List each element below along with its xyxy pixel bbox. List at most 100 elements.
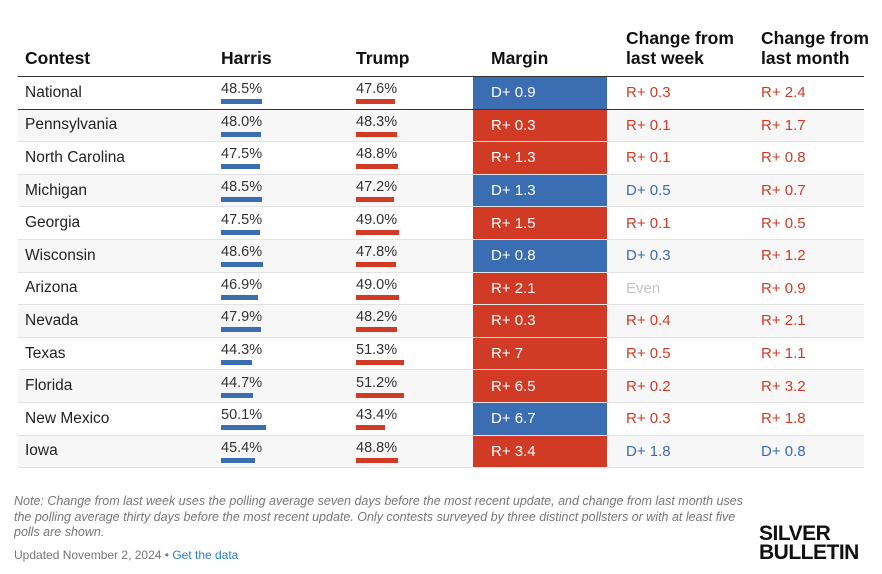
harris-cell: 50.1% xyxy=(221,403,267,435)
change-week: D+ 0.5 xyxy=(626,182,671,200)
header-change-week: Change from last week xyxy=(626,28,734,68)
contest-name: Arizona xyxy=(25,279,78,297)
trump-cell: 48.8% xyxy=(356,142,398,174)
trump-pct: 51.3% xyxy=(356,342,398,359)
trump-pct: 51.2% xyxy=(356,374,398,391)
trump-pct: 47.6% xyxy=(356,81,398,98)
trump-pct: 48.3% xyxy=(356,113,398,130)
change-month: R+ 0.5 xyxy=(761,214,806,232)
trump-pct: 48.8% xyxy=(356,146,398,163)
trump-bar xyxy=(356,294,399,300)
trump-pct: 48.8% xyxy=(356,439,398,456)
change-week: R+ 0.5 xyxy=(626,345,671,363)
change-week: R+ 0.4 xyxy=(626,312,671,330)
table-body: National 48.5% 47.6% D+ 0.9 R+ 0.3 R+ 2.4 Penn… xyxy=(18,77,864,469)
change-month: R+ 3.2 xyxy=(761,377,806,395)
harris-cell: 47.5% xyxy=(221,207,262,239)
trump-bar xyxy=(356,457,398,463)
contest-name: North Carolina xyxy=(25,148,125,166)
harris-cell: 48.6% xyxy=(221,240,263,272)
header-trump: Trump xyxy=(356,48,410,68)
trump-cell: 47.6% xyxy=(356,77,397,109)
table-row: Pennsylvania 48.0% 48.3% R+ 0.3 R+ 0.1 R+ 1.7 xyxy=(18,109,864,143)
harris-cell: 44.7% xyxy=(221,370,262,402)
logo-line-2: BULLETIN xyxy=(759,541,859,564)
harris-pct: 45.4% xyxy=(221,439,263,456)
harris-cell: 48.5% xyxy=(221,175,263,207)
header-contest: Contest xyxy=(25,48,91,68)
trump-cell: 48.8% xyxy=(356,436,398,468)
harris-pct: 48.5% xyxy=(221,81,263,98)
contest-name: Wisconsin xyxy=(25,246,96,264)
trump-bar xyxy=(356,99,395,105)
get-data-link[interactable]: Get the data xyxy=(172,548,239,562)
harris-bar xyxy=(221,327,261,333)
harris-pct: 47.5% xyxy=(221,211,263,228)
change-week: R+ 0.3 xyxy=(626,84,671,102)
margin-cell: R+ 6.5 xyxy=(473,370,607,402)
table-row: Michigan 48.5% 47.2% D+ 1.3 D+ 0.5 R+ 0.7 xyxy=(18,174,864,208)
margin-cell: R+ 0.3 xyxy=(473,109,607,142)
contest-name: Florida xyxy=(25,377,73,395)
change-week: R+ 0.2 xyxy=(626,377,671,395)
trump-cell: 51.2% xyxy=(356,370,404,402)
harris-bar xyxy=(221,457,255,463)
trump-pct: 43.4% xyxy=(356,407,398,424)
table-row: New Mexico 50.1% 43.4% D+ 6.7 R+ 0.3 R+ 1.8 xyxy=(18,402,864,436)
silver-bulletin-logo: SILVER BULLETIN xyxy=(759,523,859,564)
harris-bar xyxy=(221,131,261,137)
change-month: R+ 1.1 xyxy=(761,345,806,363)
contest-name: Pennsylvania xyxy=(25,116,118,134)
margin-cell: R+ 3.4 xyxy=(473,435,607,468)
margin-cell: R+ 0.3 xyxy=(473,305,607,337)
header-margin: Margin xyxy=(491,48,549,68)
trump-bar xyxy=(356,392,404,398)
trump-pct: 47.2% xyxy=(356,179,398,196)
change-week: D+ 0.3 xyxy=(626,247,671,265)
harris-bar xyxy=(221,392,253,398)
harris-cell: 46.9% xyxy=(221,273,262,305)
table-row: Nevada 47.9% 48.2% R+ 0.3 R+ 0.4 R+ 2.1 xyxy=(18,305,864,338)
trump-bar xyxy=(356,131,397,137)
harris-pct: 48.6% xyxy=(221,244,263,261)
trump-pct: 49.0% xyxy=(356,211,398,228)
change-month: R+ 2.4 xyxy=(761,84,806,102)
change-month: R+ 1.2 xyxy=(761,247,806,265)
trump-cell: 48.2% xyxy=(356,305,397,337)
harris-pct: 44.7% xyxy=(221,374,263,391)
trump-cell: 48.3% xyxy=(356,110,397,142)
harris-cell: 44.3% xyxy=(221,338,262,370)
trump-cell: 51.3% xyxy=(356,338,405,370)
harris-bar xyxy=(221,294,259,300)
margin-cell: R+ 1.5 xyxy=(473,207,607,239)
contest-name: National xyxy=(25,83,82,101)
harris-cell: 48.5% xyxy=(221,77,263,109)
trump-cell: 47.2% xyxy=(356,175,397,207)
trump-pct: 47.8% xyxy=(356,244,398,261)
table-header: Contest Harris Trump Margin Change from … xyxy=(18,0,869,77)
trump-bar xyxy=(356,229,399,235)
table-row: Florida 44.7% 51.2% R+ 6.5 R+ 0.2 R+ 3.2 xyxy=(18,370,864,403)
harris-pct: 48.5% xyxy=(221,179,263,196)
trump-cell: 49.0% xyxy=(356,207,399,239)
contest-name: Iowa xyxy=(25,442,58,460)
polling-table: Contest Harris Trump Margin Change from … xyxy=(18,0,869,469)
contest-name: New Mexico xyxy=(25,409,110,427)
harris-bar xyxy=(221,262,263,268)
margin-cell: D+ 0.9 xyxy=(473,77,607,109)
trump-pct: 48.2% xyxy=(356,309,398,326)
harris-pct: 44.3% xyxy=(221,342,263,359)
updated-line: Updated November 2, 2024 • Get the data xyxy=(14,548,238,562)
change-week: Even xyxy=(626,279,661,297)
trump-cell: 43.4% xyxy=(356,403,397,435)
trump-bar xyxy=(356,425,385,431)
harris-cell: 45.4% xyxy=(221,436,262,468)
contest-name: Texas xyxy=(25,344,66,362)
margin-cell: D+ 0.8 xyxy=(473,239,607,272)
trump-pct: 49.0% xyxy=(356,276,398,293)
change-month: R+ 0.8 xyxy=(761,149,806,167)
change-month: R+ 0.9 xyxy=(761,279,806,297)
table-row: Georgia 47.5% 49.0% R+ 1.5 R+ 0.1 R+ 0.5 xyxy=(18,207,864,240)
trump-bar xyxy=(356,262,396,268)
change-month: R+ 0.7 xyxy=(761,182,806,200)
